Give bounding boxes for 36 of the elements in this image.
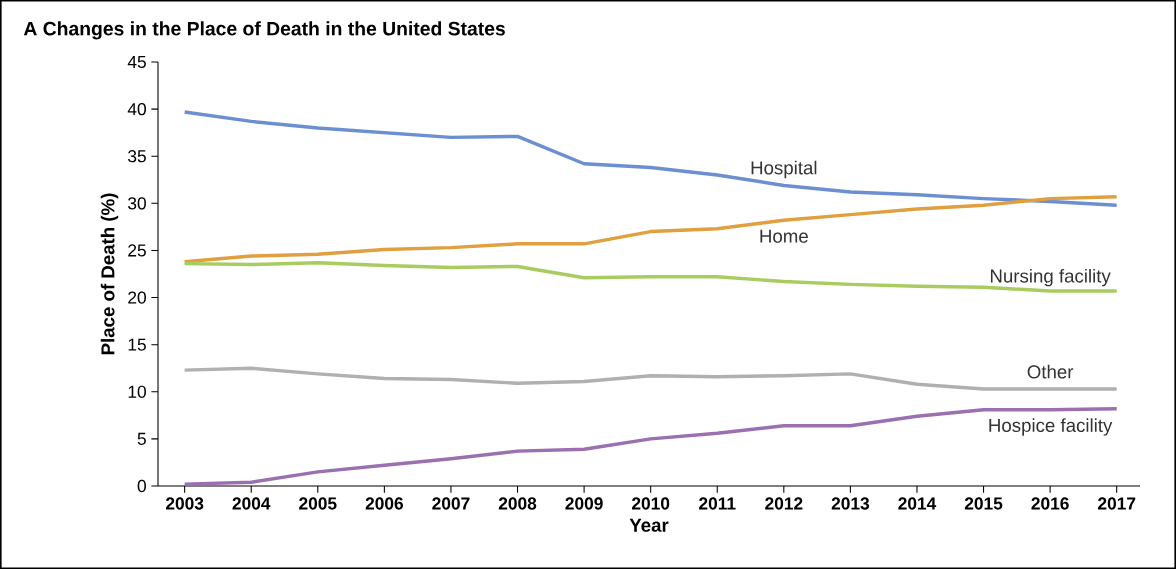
x-tick-label: 2008	[498, 497, 537, 510]
x-tick-label: 2014	[898, 497, 937, 510]
x-tick-label: 2017	[1098, 497, 1136, 510]
y-tick-label: 45	[127, 55, 146, 69]
x-tick-label: 2012	[765, 497, 803, 510]
x-tick-label: 2016	[1031, 497, 1069, 510]
x-tick-label: 2011	[699, 497, 736, 510]
x-tick-label: 2010	[632, 497, 670, 510]
x-tick-label: 2013	[831, 497, 870, 510]
line-series	[182, 407, 1119, 486]
line-series	[182, 260, 1119, 293]
y-axis-title: Place of Death (%)	[100, 193, 119, 355]
y-tick-label: 5	[137, 432, 146, 445]
chart-title: A Changes in the Place of Death in the United States	[23, 21, 505, 40]
y-tick-label: 0	[137, 479, 146, 493]
y-tick-label: 25	[128, 244, 146, 257]
x-tick-label: 2007	[432, 497, 470, 510]
y-tick-label: 10	[128, 385, 146, 398]
x-tick-label: 2004	[232, 497, 271, 510]
series-label: Other	[1027, 364, 1074, 379]
y-tick-label: 30	[128, 197, 146, 210]
y-tick-label: 15	[128, 338, 146, 351]
y-tick-label: 40	[127, 102, 146, 116]
x-tick-label: 2015	[964, 497, 1003, 510]
x-tick-label: 2005	[299, 497, 337, 510]
series-label: Hospital	[751, 160, 817, 179]
x-axis-title: Year	[629, 518, 669, 532]
series-label: Home	[760, 229, 808, 243]
series-label: Hospice facility	[989, 418, 1113, 436]
line-series	[182, 195, 1119, 264]
y-tick-label: 35	[128, 150, 146, 163]
x-tick-label: 2006	[365, 497, 404, 510]
series-label: Nursing facility	[990, 268, 1111, 287]
y-tick-label: 20	[128, 291, 146, 304]
x-tick-label: 2009	[565, 497, 603, 510]
x-tick-label: 2003	[165, 497, 204, 510]
